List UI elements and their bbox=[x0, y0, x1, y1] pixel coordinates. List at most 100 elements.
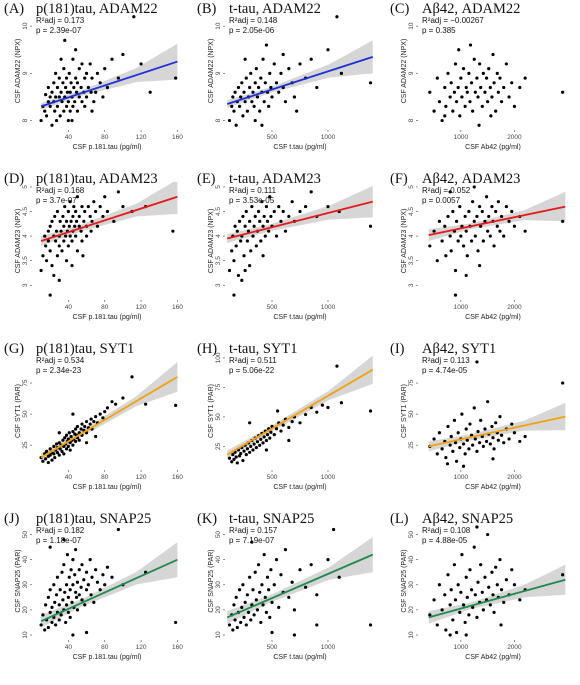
data-point bbox=[465, 595, 469, 599]
data-point bbox=[437, 219, 442, 223]
data-point bbox=[326, 204, 330, 209]
x-axis-label: CSF t.tau (pg/ml) bbox=[273, 484, 326, 491]
data-point bbox=[74, 76, 78, 80]
data-point bbox=[315, 623, 319, 627]
data-point bbox=[54, 239, 58, 243]
data-point bbox=[69, 434, 73, 439]
data-point bbox=[270, 600, 274, 604]
data-point bbox=[261, 224, 265, 228]
data-point bbox=[464, 427, 468, 431]
data-point bbox=[74, 90, 79, 94]
data-point bbox=[53, 600, 57, 604]
data-point bbox=[48, 545, 52, 549]
data-point bbox=[468, 43, 473, 47]
panel-letter: (K) bbox=[197, 511, 217, 527]
panel-letter: (D) bbox=[4, 171, 24, 187]
fit-line bbox=[40, 376, 178, 459]
data-point bbox=[264, 204, 269, 209]
x-tick-label: 40 bbox=[65, 474, 73, 481]
data-point bbox=[239, 239, 243, 243]
data-point bbox=[498, 414, 502, 419]
data-point bbox=[481, 239, 485, 243]
data-point bbox=[263, 81, 267, 85]
data-point bbox=[292, 633, 297, 637]
data-point bbox=[60, 449, 64, 453]
data-point bbox=[452, 418, 457, 422]
data-point bbox=[265, 219, 270, 223]
data-point bbox=[460, 412, 464, 416]
data-point bbox=[79, 229, 83, 233]
data-point bbox=[494, 109, 498, 113]
data-point bbox=[55, 104, 60, 108]
data-point bbox=[103, 410, 107, 414]
data-point bbox=[437, 100, 442, 104]
y-tick-label: 5 bbox=[22, 185, 29, 189]
data-point bbox=[83, 603, 87, 607]
data-point bbox=[283, 100, 288, 104]
data-point bbox=[246, 229, 251, 233]
data-point bbox=[449, 249, 453, 253]
data-point bbox=[428, 90, 432, 94]
data-point bbox=[448, 443, 452, 447]
data-point bbox=[461, 244, 466, 248]
data-point bbox=[326, 48, 330, 52]
data-point bbox=[453, 268, 458, 273]
data-point bbox=[337, 575, 341, 579]
data-point bbox=[464, 575, 468, 579]
fit-line bbox=[428, 205, 566, 236]
data-point bbox=[250, 540, 254, 544]
panel-letter: (A) bbox=[4, 1, 24, 17]
data-point bbox=[242, 90, 246, 94]
data-point bbox=[260, 583, 264, 587]
data-point bbox=[484, 76, 489, 80]
data-point bbox=[488, 85, 492, 90]
y-tick-label: 5 bbox=[215, 185, 222, 189]
data-point bbox=[65, 90, 70, 94]
data-point bbox=[48, 610, 52, 614]
data-point bbox=[252, 442, 256, 446]
data-point bbox=[144, 402, 148, 406]
data-point bbox=[444, 628, 448, 632]
data-point bbox=[92, 200, 96, 204]
data-point bbox=[241, 214, 245, 219]
data-point bbox=[463, 104, 467, 108]
data-point bbox=[258, 590, 262, 594]
data-point bbox=[461, 67, 466, 71]
data-point bbox=[472, 406, 476, 410]
fit-line bbox=[40, 60, 178, 108]
data-point bbox=[67, 431, 71, 435]
r2-label: R²adj = −0.00267 bbox=[422, 16, 484, 25]
data-point bbox=[261, 441, 265, 445]
data-point bbox=[73, 100, 77, 104]
r2-label: R²adj = 0.173 bbox=[36, 16, 85, 25]
data-point bbox=[561, 573, 565, 577]
data-point bbox=[103, 67, 107, 71]
data-point bbox=[458, 446, 462, 450]
x-axis-label: CSF p.181.tau (pg/ml) bbox=[73, 144, 142, 151]
data-point bbox=[496, 438, 500, 442]
data-point bbox=[242, 615, 246, 620]
data-point bbox=[101, 95, 105, 99]
data-point bbox=[70, 239, 74, 243]
y-tick-label: 10 bbox=[408, 631, 415, 639]
data-point bbox=[494, 421, 498, 425]
data-point bbox=[260, 123, 264, 127]
data-point bbox=[368, 623, 373, 627]
data-point bbox=[67, 71, 71, 75]
x-axis-label: CSF Ab42 (pg/ml) bbox=[465, 144, 521, 151]
data-point bbox=[174, 76, 178, 80]
data-point bbox=[488, 603, 492, 607]
data-point bbox=[499, 100, 504, 104]
data-point bbox=[440, 447, 444, 451]
data-point bbox=[103, 195, 107, 199]
data-point bbox=[234, 595, 238, 599]
data-point bbox=[54, 442, 59, 446]
y-tick-label: 75 bbox=[408, 379, 415, 387]
x-axis-label: CSF t.tau (pg/ml) bbox=[273, 654, 326, 661]
data-point bbox=[48, 104, 52, 108]
data-point bbox=[250, 204, 254, 209]
